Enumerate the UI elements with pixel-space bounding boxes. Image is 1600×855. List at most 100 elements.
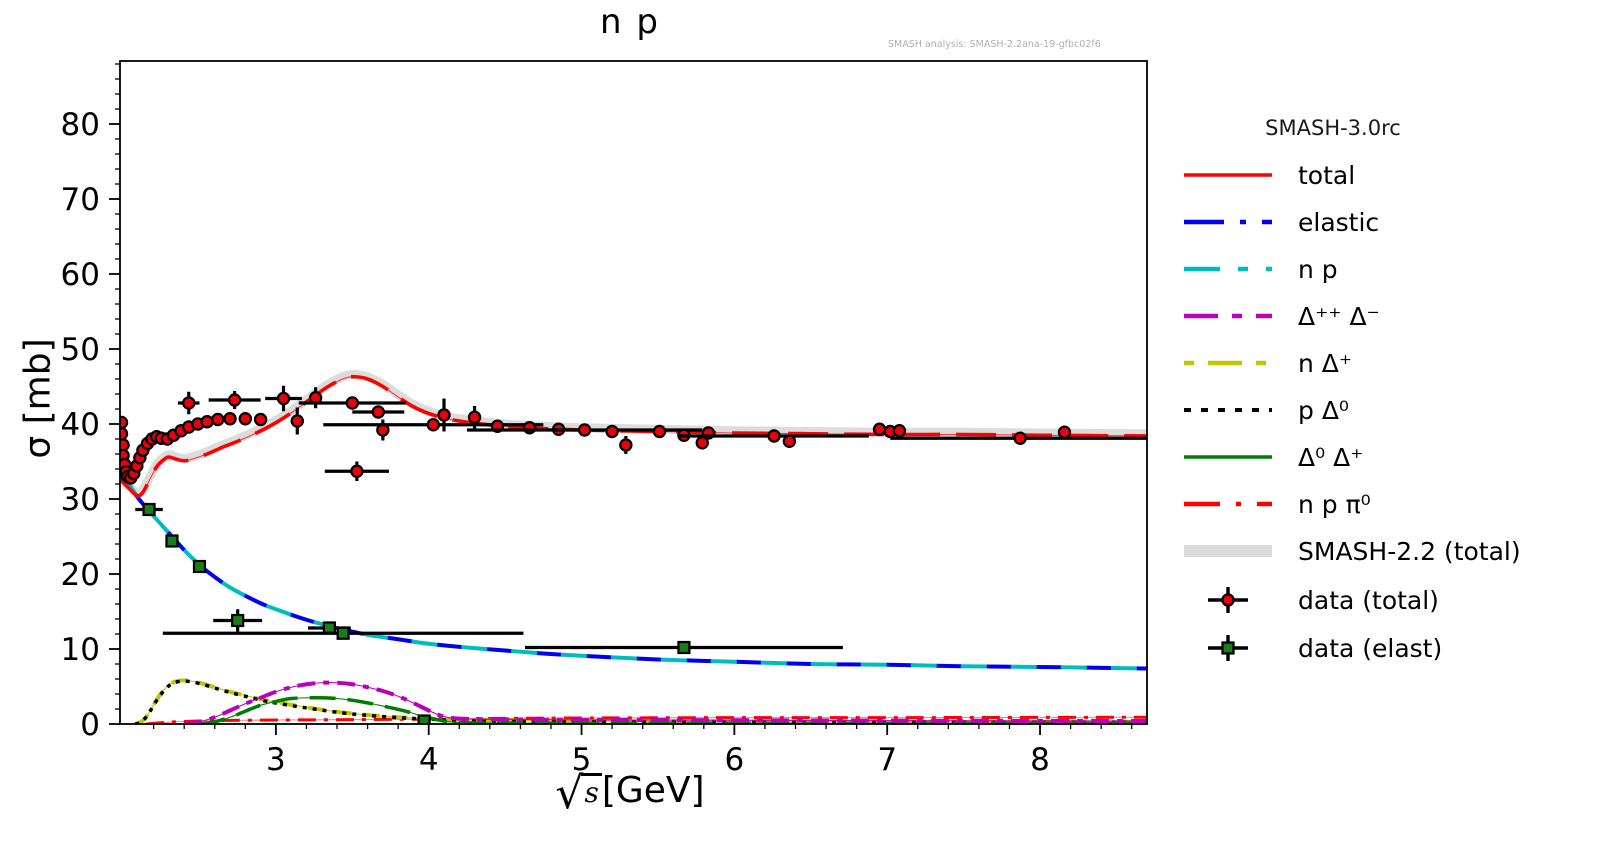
x-tick-label: 6 — [724, 742, 744, 778]
x-tick-label: 4 — [419, 742, 439, 778]
legend-item-label: n p — [1298, 254, 1338, 284]
data-point-total — [1057, 425, 1072, 439]
data-point-total — [324, 461, 389, 481]
curve-Δ⁺⁺-Δ⁻ — [183, 680, 1147, 724]
curve-p-Δ⁰ — [134, 679, 1147, 724]
data-point-elast — [135, 502, 163, 517]
legend-sample-line — [1184, 173, 1272, 177]
data-point-elast — [192, 559, 207, 574]
legend-item-total: total — [1168, 158, 1355, 192]
x-tick-label: 8 — [1030, 742, 1050, 778]
legend-item-label: Δ⁰ Δ⁺ — [1298, 442, 1364, 472]
data-point-total — [437, 398, 451, 432]
y-tick-label: 60 — [61, 257, 100, 293]
plot-frame — [119, 60, 1148, 725]
legend-item-n-Δ⁺: n Δ⁺ — [1168, 346, 1352, 380]
legend-item-n-p: n p — [1168, 252, 1338, 286]
legend-sample-marker-circle — [1208, 587, 1248, 613]
y-axis-label: σ [mb] — [17, 338, 59, 459]
data-point-total — [323, 418, 544, 432]
y-tick-label: 20 — [61, 557, 100, 593]
y-tick-label: 40 — [61, 407, 100, 443]
legend-item-p-Δ⁰: p Δ⁰ — [1168, 393, 1349, 427]
data-point-elast — [417, 714, 431, 724]
legend-sample-line — [1184, 313, 1272, 319]
sqrt-symbol: √ — [555, 768, 584, 819]
data-point-total — [679, 429, 869, 443]
legend-item-label: total — [1298, 160, 1356, 190]
y-tick-label: 50 — [61, 332, 100, 368]
legend-item-label: Δ⁺⁺ Δ⁻ — [1298, 301, 1380, 331]
data-point-total — [120, 427, 129, 441]
legend-sample-line — [1184, 219, 1272, 225]
data-point-total — [208, 391, 261, 409]
y-tick-label: 0 — [80, 707, 100, 743]
legend-item-label: n p π⁰ — [1298, 489, 1371, 519]
data-point-total — [605, 424, 619, 439]
curve-n-p — [120, 472, 1147, 671]
chart-title: n p — [600, 2, 660, 42]
data-point-total — [253, 412, 268, 427]
y-tick-label: 30 — [61, 482, 100, 518]
data-point-total — [872, 422, 887, 436]
y-tick-label: 10 — [61, 632, 100, 668]
legend-item-Δ⁰-Δ⁺: Δ⁰ Δ⁺ — [1168, 440, 1363, 474]
curve-elastic — [120, 472, 1147, 671]
x-tick-label: 3 — [266, 742, 286, 778]
x-axis-unit: [GeV] — [601, 770, 705, 811]
data-point-total — [892, 424, 907, 438]
legend-title: SMASH-3.0rc — [1265, 116, 1401, 140]
data-points — [120, 385, 1147, 724]
legend-sample-marker-square — [1208, 635, 1248, 661]
legend: SMASH-3.0rc total elastic n p Δ⁺⁺ Δ⁻ n Δ⁺ p Δ… — [1168, 0, 1588, 700]
sqrt-argument: s — [581, 773, 602, 809]
data-point-total — [238, 412, 253, 426]
data-point-total — [223, 412, 237, 426]
data-point-total — [200, 415, 214, 429]
data-point-total — [290, 407, 304, 435]
data-point-elast — [162, 626, 524, 640]
legend-item-label: data (total) — [1298, 585, 1439, 615]
legend-sample-line — [1184, 408, 1272, 412]
data-point-total — [352, 405, 405, 419]
data-point-total — [890, 431, 1147, 445]
x-tick-label: 5 — [572, 742, 592, 778]
data-point-elast — [524, 640, 843, 655]
legend-item-data-(total): data (total) — [1168, 583, 1439, 617]
data-point-total — [619, 436, 633, 454]
data-point-total — [522, 421, 537, 435]
legend-item-label: SMASH-2.2 (total) — [1298, 536, 1521, 566]
legend-item-label: p Δ⁰ — [1298, 395, 1349, 425]
legend-item-data-(elast): data (elast) — [1168, 631, 1442, 665]
legend-item-label: elastic — [1298, 207, 1380, 237]
legend-item-n-p-π⁰: n p π⁰ — [1168, 487, 1371, 521]
data-point-total — [652, 424, 667, 439]
data-point-total — [782, 434, 797, 448]
legend-item-elastic: elastic — [1168, 205, 1379, 239]
watermark-text: SMASH analysis: SMASH-2.2ana-19-gfbc02f6 — [888, 39, 1101, 50]
data-point-total — [120, 415, 129, 430]
legend-sample-line — [1184, 360, 1272, 366]
legend-item-label: data (elast) — [1298, 633, 1443, 663]
data-point-total — [265, 385, 302, 412]
x-tick-label: 7 — [877, 742, 897, 778]
x-axis-label: √s[GeV] — [430, 768, 830, 819]
data-point-total — [376, 419, 390, 441]
legend-sample-line — [1184, 455, 1272, 459]
y-tick-label: 80 — [61, 107, 100, 143]
y-tick-label: 70 — [61, 182, 100, 218]
curve-total — [120, 374, 1147, 498]
legend-item-label: n Δ⁺ — [1298, 348, 1353, 378]
data-point-elast — [213, 609, 263, 632]
data-point-elast — [165, 534, 179, 548]
curve-thin-companion — [120, 473, 1147, 670]
data-point-total — [178, 391, 200, 415]
data-point-total — [298, 396, 406, 410]
legend-item-SMASH-2.2-(total): SMASH-2.2 (total) — [1168, 534, 1521, 568]
legend-sample-line — [1184, 266, 1272, 272]
curves — [120, 369, 1147, 724]
data-point-total — [467, 406, 482, 429]
